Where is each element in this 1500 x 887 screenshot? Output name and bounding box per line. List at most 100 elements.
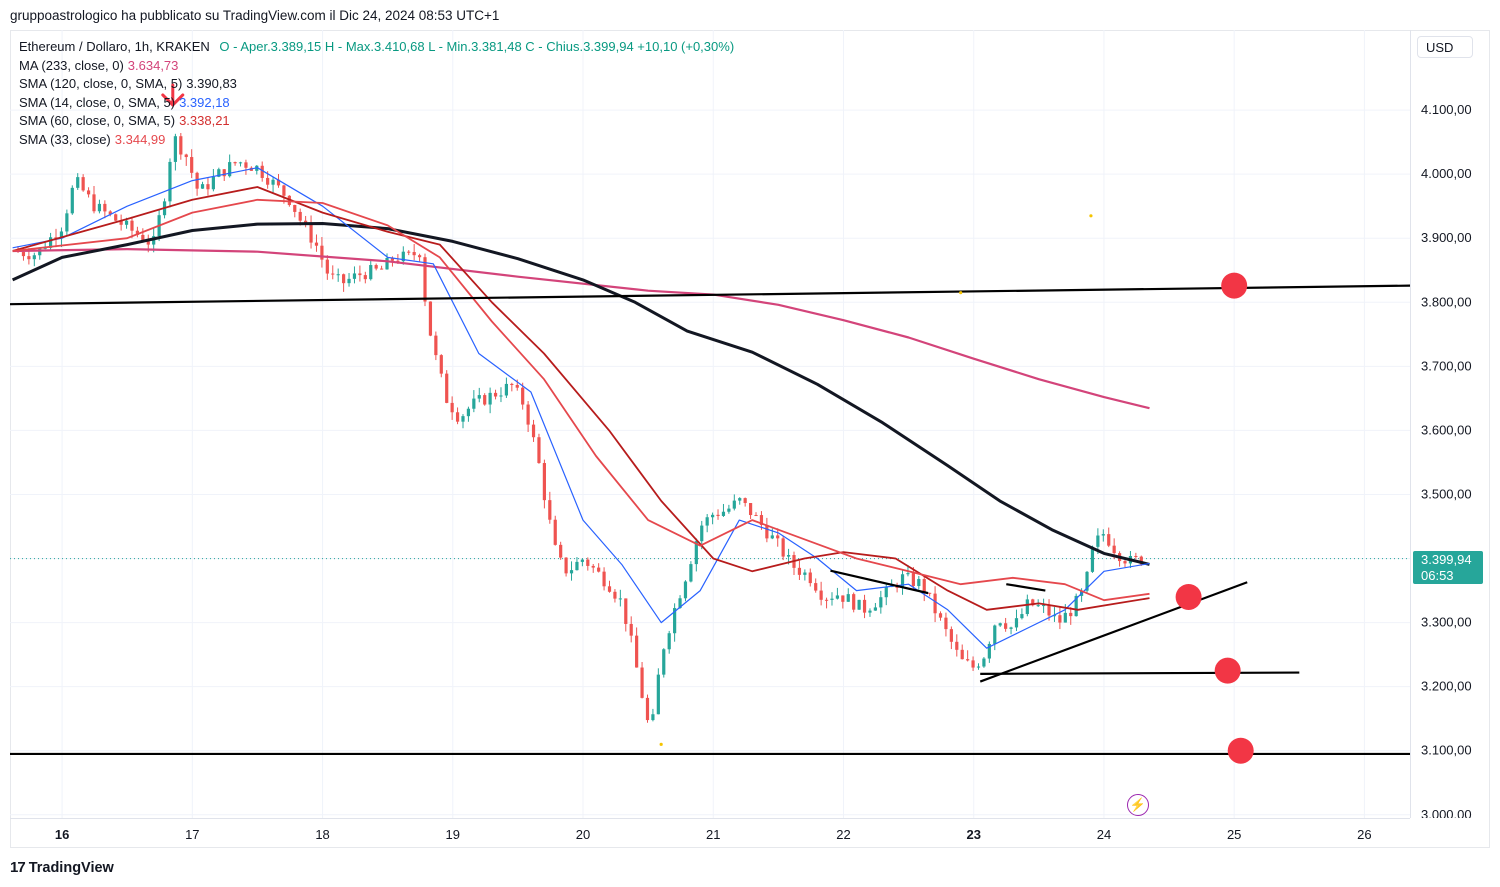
candle-body: [222, 169, 226, 177]
candle-body: [1139, 556, 1143, 565]
candle-body: [493, 392, 498, 397]
candle-body: [228, 162, 232, 177]
ma-line: [12, 186, 1150, 611]
candle-body: [857, 599, 861, 610]
candle-body: [347, 278, 351, 284]
candle-body: [59, 231, 64, 239]
candle-body: [27, 256, 31, 260]
candle-body: [423, 257, 427, 302]
candle-body: [1004, 623, 1008, 629]
candle-body: [260, 165, 264, 178]
price-tick-label: 3.900,00: [1421, 230, 1472, 245]
candle-body: [1052, 615, 1057, 617]
ma-line: [12, 167, 1150, 649]
candle-body: [445, 373, 449, 403]
candle-body: [900, 574, 905, 588]
last-price-value: 3.399,94: [1421, 552, 1472, 567]
currency-selector[interactable]: USD: [1417, 36, 1473, 58]
candle-body: [613, 591, 617, 599]
candle-body: [298, 211, 302, 221]
candle-body: [1101, 534, 1105, 536]
candle-body: [987, 643, 991, 659]
candle-body: [944, 617, 948, 630]
ohlc-values: O - Aper.3.389,15 H - Max.3.410,68 L - M…: [219, 39, 735, 54]
candle-body: [645, 697, 650, 721]
candle-body: [1063, 612, 1067, 623]
candle-body: [548, 500, 552, 520]
candle-body: [200, 184, 205, 189]
candle-body: [1090, 546, 1095, 572]
candle-body: [824, 599, 829, 601]
brand-name: TradingView: [28, 859, 114, 876]
candle-body: [342, 274, 346, 284]
candle-body: [580, 559, 584, 562]
price-tick-label: 3.300,00: [1421, 615, 1472, 630]
candle-body: [667, 633, 671, 650]
candle-body: [770, 535, 774, 539]
candle-body: [32, 255, 36, 260]
price-axis[interactable]: 3.000,003.100,003.200,003.300,003.400,00…: [1410, 30, 1491, 822]
candle-body: [694, 541, 698, 565]
candle-body: [982, 658, 986, 667]
indicator-row[interactable]: SMA (60, close, 0, SMA, 5) 3.338,21: [19, 112, 734, 131]
tradingview-brand[interactable]: 17 TradingView: [10, 859, 114, 876]
candle-body: [640, 667, 644, 698]
candle-body: [575, 561, 579, 571]
candle-body: [358, 273, 362, 276]
red-marker: [1214, 657, 1241, 684]
candle-body: [477, 395, 481, 399]
candle-body: [711, 514, 715, 518]
candle-body: [716, 514, 720, 516]
time-tick-label: 17: [185, 827, 199, 842]
candle-body: [86, 190, 91, 195]
candle-body: [1047, 605, 1051, 616]
candle-body: [412, 252, 416, 256]
candle-body: [553, 519, 557, 545]
price-tick-label: 3.200,00: [1421, 679, 1472, 694]
candle-body: [879, 597, 883, 608]
indicator-label: SMA (60, close, 0, SMA, 5): [19, 113, 176, 128]
candle-body: [54, 237, 58, 239]
indicator-label: SMA (33, close): [19, 131, 111, 147]
candle-body: [206, 184, 210, 190]
candle-body: [678, 598, 682, 609]
published-note: gruppoastrologico ha pubblicato su Tradi…: [10, 8, 500, 23]
candle-body: [727, 508, 731, 512]
candle-body: [461, 416, 465, 422]
candle-body: [759, 515, 764, 525]
time-axis[interactable]: 16 17 18 19 20 21 22 23 24 25 26: [10, 818, 1410, 849]
price-chart[interactable]: [10, 30, 1410, 818]
candle-body: [276, 179, 281, 186]
time-tick-label: 23: [966, 827, 980, 842]
candle-body: [374, 265, 378, 269]
candle-body: [238, 162, 243, 164]
candle-body: [808, 572, 812, 584]
candle-body: [960, 649, 964, 660]
candle-body: [76, 177, 80, 188]
indicator-row[interactable]: SMA (120, close, 0, SMA, 5) 3.390,83: [19, 75, 734, 94]
legend: Ethereum / Dollaro, 1h, KRAKEN O - Aper.…: [19, 38, 734, 149]
candle-body: [1036, 605, 1040, 607]
indicator-row[interactable]: SMA (33, close) 3.344,99: [19, 131, 734, 150]
candle-body: [1014, 618, 1019, 628]
candle-body: [819, 590, 823, 600]
candle-body: [309, 223, 313, 243]
time-tick-label: 20: [576, 827, 590, 842]
candle-body: [933, 593, 937, 614]
candle-body: [336, 274, 340, 276]
lightning-icon[interactable]: ⚡: [1127, 794, 1149, 816]
candle-body: [922, 579, 926, 593]
indicator-label: SMA (14, close, 0, SMA, 5): [19, 94, 176, 110]
candle-body: [966, 659, 970, 661]
candle-body: [515, 384, 519, 388]
candle-body: [1042, 605, 1046, 607]
candle-body: [1123, 561, 1127, 564]
indicator-row[interactable]: SMA (14, close, 0, SMA, 5) 3.392,18: [19, 94, 734, 113]
indicator-row[interactable]: MA (233, close, 0) 3.634,73: [19, 57, 734, 76]
candle-body: [732, 500, 736, 509]
candle-body: [428, 301, 433, 336]
ma-line: [12, 198, 1150, 602]
candle-body: [173, 136, 177, 162]
candle-body: [1009, 627, 1013, 629]
time-tick-label: 19: [446, 827, 460, 842]
